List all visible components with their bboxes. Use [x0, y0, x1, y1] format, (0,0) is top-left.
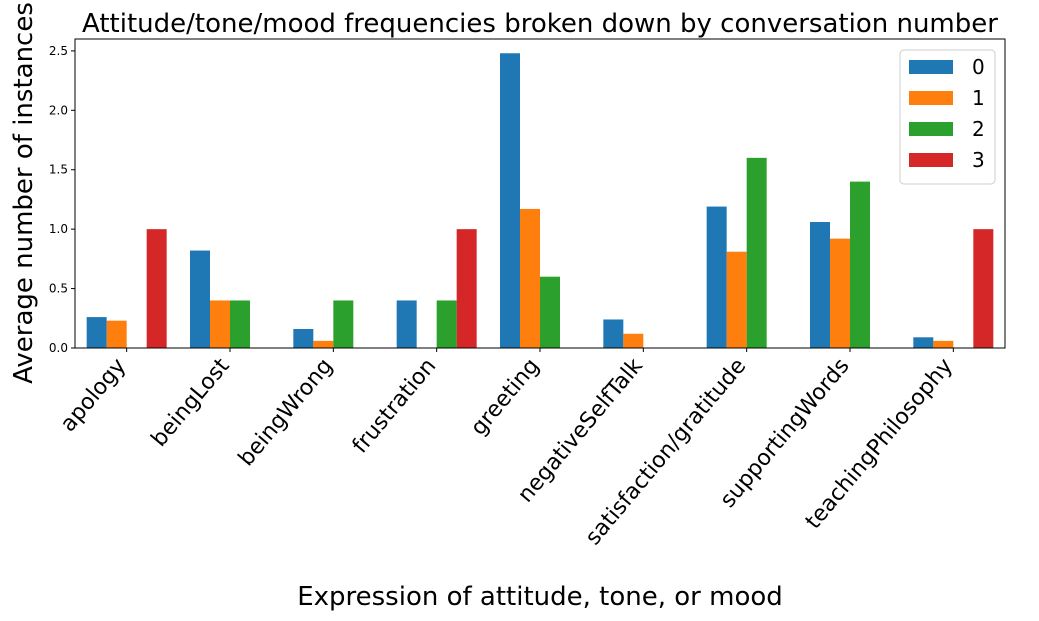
bar-teachingphilosophy-series-1	[933, 340, 954, 348]
bar-supportingwords-series-1	[830, 238, 850, 348]
y-tick-label: 2.0	[49, 103, 68, 117]
bar-supportingwords-series-0	[810, 222, 830, 348]
legend-frame	[899, 49, 996, 185]
bar-teachingphilosophy-series-0	[913, 337, 934, 348]
legend-swatch-2	[909, 122, 953, 136]
bar-greeting-series-1	[520, 208, 540, 348]
x-tick-label: beingLost	[147, 354, 235, 452]
y-tick-label: 2.5	[49, 44, 68, 58]
x-axis-label: Expression of attitude, tone, or mood	[297, 582, 783, 612]
bar-greeting-series-2	[540, 276, 560, 348]
x-tick-label: greeting	[466, 354, 544, 441]
bar-beingwrong-series-2	[333, 300, 354, 348]
bar-beingwrong-series-0	[293, 328, 314, 348]
bar-frustration-series-3	[456, 229, 477, 348]
bar-beinglost-series-0	[190, 250, 210, 348]
bar-supportingwords-series-2	[850, 181, 870, 348]
legend: 0 1 2 3	[899, 49, 996, 185]
bar-frustration-series-2	[436, 300, 457, 348]
bar-satisfaction-gratitude-series-1	[726, 251, 747, 348]
legend-label-2: 2	[972, 117, 985, 141]
y-tick-label: 1.0	[49, 222, 68, 236]
x-tick-label: apology	[56, 354, 131, 437]
bar-beinglost-series-2	[230, 300, 250, 348]
chart-title: Attitude/tone/mood frequencies broken do…	[82, 9, 998, 39]
plot-area: 0.0 0.5 1.0 1.5 2.0 2.5 apology beingLost beingW…	[49, 38, 1006, 550]
bar-negativeselftalk-series-0	[603, 319, 624, 348]
legend-label-3: 3	[972, 148, 985, 172]
bar-beingwrong-series-1	[313, 340, 334, 348]
y-axis-label: Average number of instances	[9, 2, 39, 384]
y-tick-label: 0.0	[49, 341, 68, 355]
legend-swatch-0	[909, 60, 953, 74]
bar-negativeselftalk-series-1	[623, 333, 644, 348]
legend-label-1: 1	[972, 86, 985, 110]
bar-satisfaction-gratitude-series-0	[706, 206, 727, 348]
bar-frustration-series-0	[396, 300, 417, 348]
x-tick-label: frustration	[348, 354, 441, 459]
bar-greeting-series-0	[500, 53, 520, 348]
legend-label-0: 0	[972, 55, 985, 79]
bar-beinglost-series-1	[210, 300, 230, 348]
y-tick-label: 1.5	[49, 163, 68, 177]
legend-swatch-1	[909, 91, 953, 105]
bar-teachingphilosophy-series-3	[973, 229, 994, 348]
bar-satisfaction-gratitude-series-2	[746, 157, 767, 348]
legend-swatch-3	[909, 153, 953, 167]
bar-apology-series-0	[86, 317, 107, 348]
x-tick-label: beingWrong	[234, 354, 338, 471]
bar-apology-series-3	[146, 229, 167, 348]
y-tick-label: 0.5	[49, 282, 68, 296]
bar-apology-series-1	[106, 320, 127, 348]
